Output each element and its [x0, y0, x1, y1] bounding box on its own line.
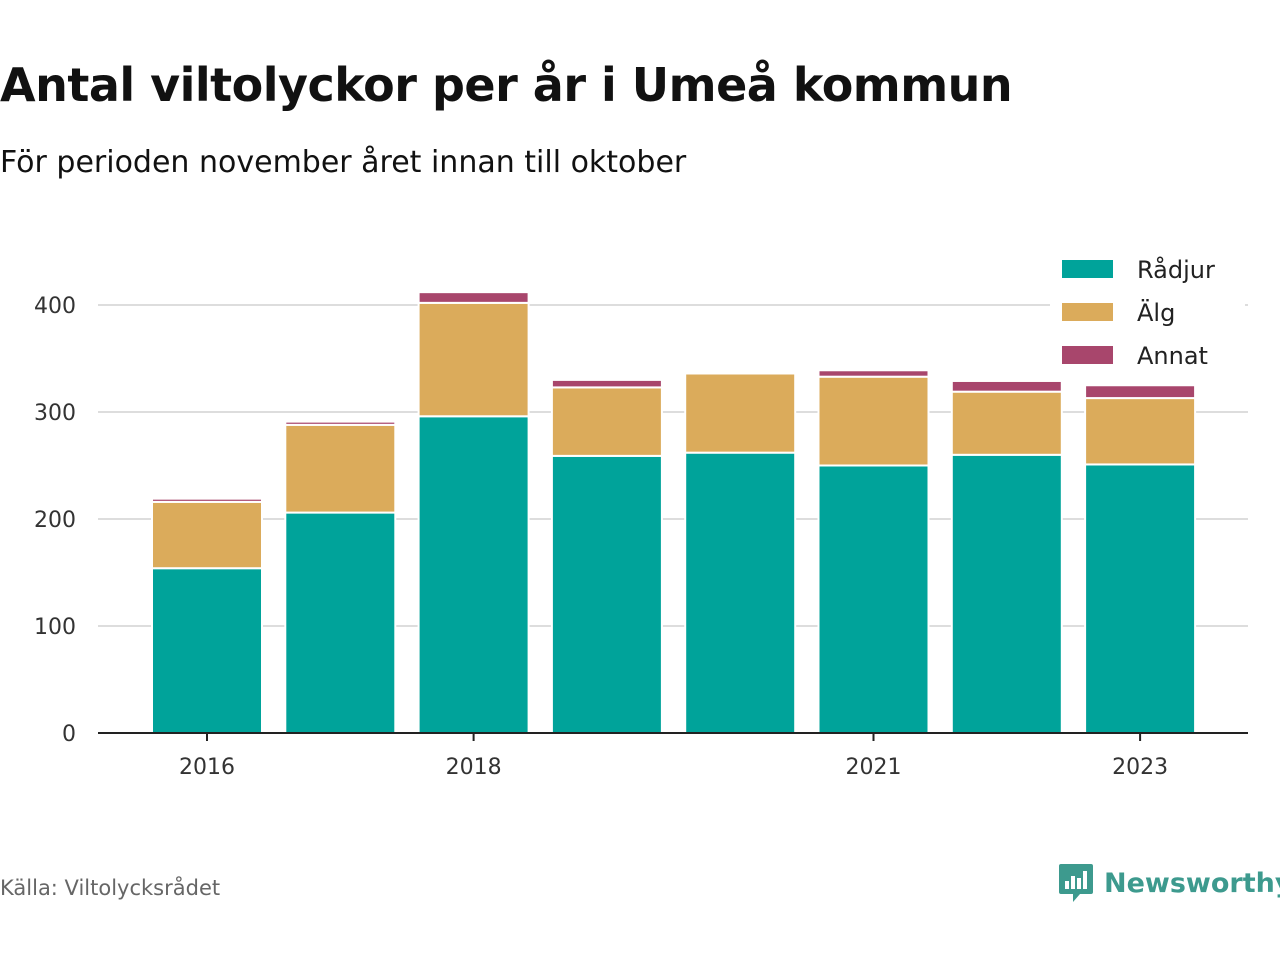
bars [151, 291, 1197, 735]
bar-segment [151, 497, 263, 503]
bar-segment [151, 567, 263, 734]
y-tick-label: 200 [34, 508, 76, 533]
bar-segment [417, 291, 530, 304]
bar-segment [950, 453, 1063, 734]
bar-segment [1084, 384, 1197, 400]
bar-segment [817, 369, 930, 378]
x-tick-label: 2016 [179, 755, 235, 780]
x-tick-label: 2018 [446, 755, 502, 780]
bar-segment [550, 454, 663, 734]
legend-label: Annat [1137, 342, 1208, 370]
bar-segment [1084, 397, 1197, 466]
bar-segment [684, 451, 797, 734]
bar-segment [950, 390, 1063, 456]
legend: Rådjur Älg Annat [1050, 250, 1245, 375]
x-axis-labels: 2016 2018 2021 2023 [179, 733, 1168, 780]
bar-segment [817, 464, 930, 734]
bar-segment [417, 415, 530, 734]
bar-segment [684, 372, 797, 454]
legend-swatch [1062, 260, 1113, 278]
bar-segment [817, 375, 930, 467]
y-axis-labels: 0 100 200 300 400 [34, 294, 76, 747]
bar-segment [550, 378, 663, 389]
bar-segment [284, 511, 397, 735]
legend-label: Rådjur [1137, 255, 1215, 284]
bar-segment [151, 500, 263, 570]
x-tick-label: 2023 [1112, 755, 1168, 780]
chart-subtitle: För perioden november året innan till ok… [0, 145, 687, 180]
bar-segment [284, 423, 397, 514]
source-note: Källa: Viltolycksrådet [0, 876, 221, 900]
bar-segment [284, 420, 397, 426]
y-tick-label: 0 [62, 722, 76, 747]
legend-label: Älg [1137, 298, 1175, 327]
brand-logo: Newsworthy [1058, 862, 1280, 904]
brand-name: Newsworthy [1104, 867, 1280, 899]
bar-segment [950, 379, 1063, 393]
bar-chart-speech-icon [1059, 864, 1093, 902]
bar-segment [684, 371, 797, 375]
legend-swatch [1062, 346, 1113, 364]
bar-segment [417, 301, 530, 418]
chart-title: Antal viltolyckor per år i Umeå kommun [0, 58, 1013, 112]
legend-swatch [1062, 303, 1113, 321]
y-tick-label: 300 [34, 401, 76, 426]
bar-segment [550, 386, 663, 457]
bar-segment [1084, 463, 1197, 734]
y-tick-label: 400 [34, 294, 76, 319]
x-tick-label: 2021 [846, 755, 902, 780]
y-tick-label: 100 [34, 615, 76, 640]
